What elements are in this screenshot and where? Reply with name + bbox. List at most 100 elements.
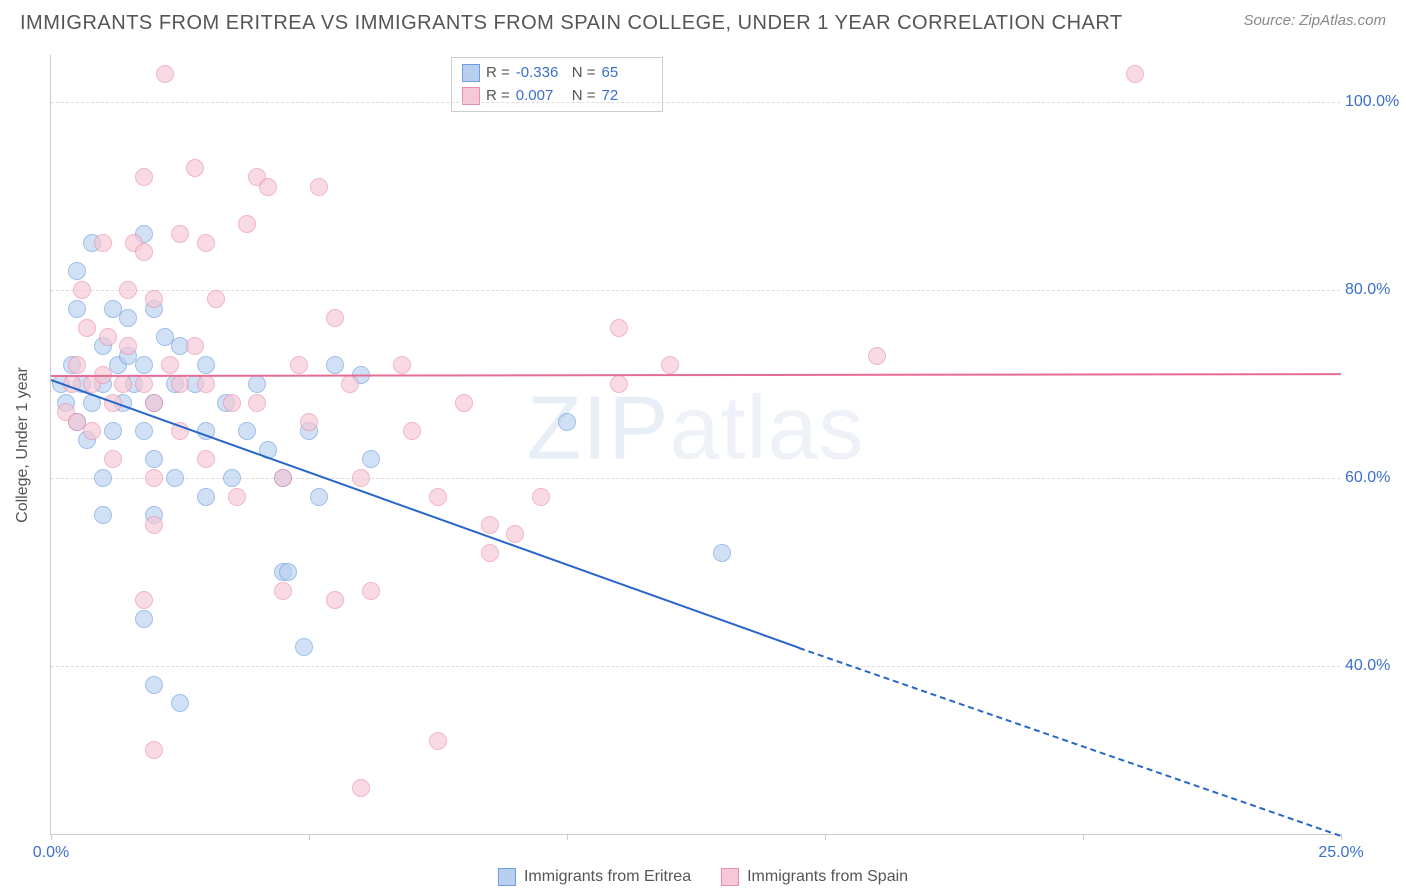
scatter-point (481, 544, 499, 562)
scatter-point (145, 516, 163, 534)
scatter-point (661, 356, 679, 374)
scatter-point (156, 65, 174, 83)
x-tick (567, 834, 568, 840)
scatter-point (135, 168, 153, 186)
scatter-point (352, 469, 370, 487)
scatter-point (310, 488, 328, 506)
scatter-point (161, 356, 179, 374)
scatter-point (290, 356, 308, 374)
scatter-point (279, 563, 297, 581)
scatter-point (119, 281, 137, 299)
legend-series-label: Immigrants from Spain (747, 868, 908, 886)
trend-line (799, 647, 1341, 837)
x-tick (51, 834, 52, 840)
scatter-point (135, 356, 153, 374)
grid-line (51, 290, 1340, 291)
legend-correlation: R =-0.336N =65R =0.007N =72 (451, 57, 663, 112)
scatter-point (481, 516, 499, 534)
scatter-point (362, 582, 380, 600)
scatter-point (68, 300, 86, 318)
scatter-point (238, 422, 256, 440)
scatter-point (135, 422, 153, 440)
scatter-point (610, 319, 628, 337)
y-axis-label: College, Under 1 year (14, 367, 32, 523)
scatter-point (223, 469, 241, 487)
scatter-point (532, 488, 550, 506)
n-label: N = (572, 62, 596, 85)
trend-line (51, 373, 1341, 377)
scatter-point (83, 422, 101, 440)
legend-swatch (462, 64, 480, 82)
scatter-point (166, 469, 184, 487)
legend-swatch (498, 868, 516, 886)
scatter-point (223, 394, 241, 412)
grid-line (51, 102, 1340, 103)
scatter-point (135, 375, 153, 393)
watermark: ZIPatlas (526, 377, 864, 480)
scatter-point (119, 309, 137, 327)
scatter-point (197, 375, 215, 393)
legend-correlation-row: R =-0.336N =65 (462, 62, 652, 85)
chart-title: IMMIGRANTS FROM ERITREA VS IMMIGRANTS FR… (20, 12, 1123, 35)
grid-line (51, 478, 1340, 479)
scatter-point (145, 394, 163, 412)
scatter-point (326, 309, 344, 327)
scatter-point (197, 450, 215, 468)
y-tick-label: 100.0% (1345, 93, 1400, 111)
scatter-point (310, 178, 328, 196)
r-label: R = (486, 62, 510, 85)
x-tick (825, 834, 826, 840)
x-tick (1083, 834, 1084, 840)
scatter-point (352, 779, 370, 797)
legend-swatch (721, 868, 739, 886)
scatter-point (68, 356, 86, 374)
scatter-point (171, 375, 189, 393)
scatter-point (197, 234, 215, 252)
y-tick-label: 60.0% (1345, 469, 1400, 487)
legend-series-item: Immigrants from Spain (721, 868, 908, 886)
scatter-point (259, 178, 277, 196)
legend-series: Immigrants from Eritrea Immigrants from S… (498, 868, 908, 886)
legend-series-label: Immigrants from Eritrea (524, 868, 691, 886)
scatter-point (135, 243, 153, 261)
scatter-point (104, 450, 122, 468)
y-tick-label: 80.0% (1345, 281, 1400, 299)
scatter-point (362, 450, 380, 468)
r-value: 0.007 (516, 85, 566, 108)
scatter-point (68, 262, 86, 280)
scatter-point (135, 610, 153, 628)
scatter-point (119, 337, 137, 355)
r-label: R = (486, 85, 510, 108)
x-tick-label: 0.0% (33, 844, 69, 862)
plot-area: ZIPatlas College, Under 1 year R =-0.336… (50, 55, 1340, 835)
scatter-point (145, 469, 163, 487)
scatter-point (135, 591, 153, 609)
scatter-point (248, 394, 266, 412)
scatter-point (326, 591, 344, 609)
scatter-point (300, 413, 318, 431)
x-tick-label: 25.0% (1318, 844, 1363, 862)
scatter-point (248, 375, 266, 393)
scatter-point (341, 375, 359, 393)
watermark-bold: ZIP (526, 378, 669, 478)
scatter-point (78, 319, 96, 337)
scatter-point (145, 450, 163, 468)
scatter-point (114, 375, 132, 393)
scatter-point (94, 506, 112, 524)
scatter-point (145, 676, 163, 694)
scatter-point (558, 413, 576, 431)
scatter-point (429, 732, 447, 750)
scatter-point (274, 469, 292, 487)
scatter-point (94, 234, 112, 252)
legend-series-item: Immigrants from Eritrea (498, 868, 691, 886)
scatter-point (145, 290, 163, 308)
scatter-point (145, 741, 163, 759)
scatter-point (393, 356, 411, 374)
scatter-point (186, 159, 204, 177)
scatter-point (295, 638, 313, 656)
scatter-point (506, 525, 524, 543)
scatter-point (171, 225, 189, 243)
scatter-point (228, 488, 246, 506)
x-tick (309, 834, 310, 840)
scatter-point (326, 356, 344, 374)
